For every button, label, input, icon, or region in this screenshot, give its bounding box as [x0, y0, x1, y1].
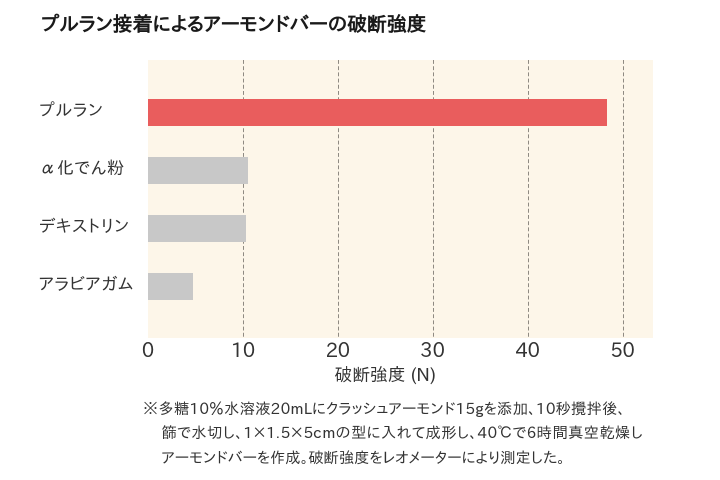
footnote-line-2: 篩で水切し、1×1.5×5cmの型に入れて成形し、40℃で6時間真空乾燥し [161, 425, 644, 441]
footnote: ※多糖10％水溶液20mLにクラッシュアーモンド15gを添加、10秒攪拌後、篩で… [143, 397, 683, 470]
chart-title: プルラン接着によるアーモンドバーの破断強度 [41, 14, 427, 34]
category-label-デキストリン: デキストリン [39, 217, 130, 235]
plot-area [148, 60, 653, 338]
bar-プルラン [148, 98, 608, 126]
x-tick-30: 30 [420, 341, 445, 360]
bar-デキストリン [148, 214, 246, 242]
bar-アラビアガム [148, 272, 193, 300]
bar-α化でん粉 [148, 156, 248, 184]
x-tick-0: 0 [141, 341, 155, 360]
category-label-プルラン: プルラン [39, 101, 104, 119]
footnote-line-3: アーモンドバーを作成。破断強度をレオメーターにより測定した。 [161, 449, 565, 465]
x-tick-10: 10 [230, 341, 256, 360]
footnote-line-1: ※多糖10％水溶液20mLにクラッシュアーモンド15gを添加、10秒攪拌後、 [143, 401, 626, 416]
x-tick-50: 50 [610, 341, 635, 360]
x-tick-40: 40 [515, 341, 540, 360]
x-axis-label: 破断強度 (N) [334, 366, 436, 384]
x-tick-20: 20 [325, 341, 351, 360]
category-label-アラビアガム: アラビアガム [39, 275, 134, 293]
category-label-α化でん粉: α化でん粉 [39, 159, 125, 177]
